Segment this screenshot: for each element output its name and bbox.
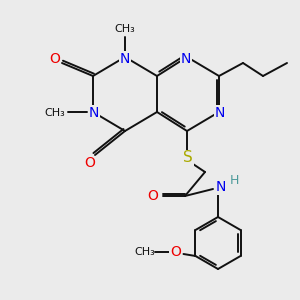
Text: CH₃: CH₃ bbox=[134, 247, 155, 257]
Text: H: H bbox=[229, 175, 239, 188]
Text: O: O bbox=[170, 245, 181, 259]
Text: N: N bbox=[181, 52, 191, 66]
Text: CH₃: CH₃ bbox=[45, 108, 65, 118]
Text: N: N bbox=[215, 106, 225, 120]
Text: S: S bbox=[183, 151, 193, 166]
Text: N: N bbox=[89, 106, 99, 120]
Text: N: N bbox=[120, 52, 130, 66]
Text: CH₃: CH₃ bbox=[115, 24, 135, 34]
Text: N: N bbox=[216, 180, 226, 194]
Text: O: O bbox=[85, 156, 95, 170]
Text: O: O bbox=[50, 52, 60, 66]
Text: O: O bbox=[148, 189, 158, 203]
